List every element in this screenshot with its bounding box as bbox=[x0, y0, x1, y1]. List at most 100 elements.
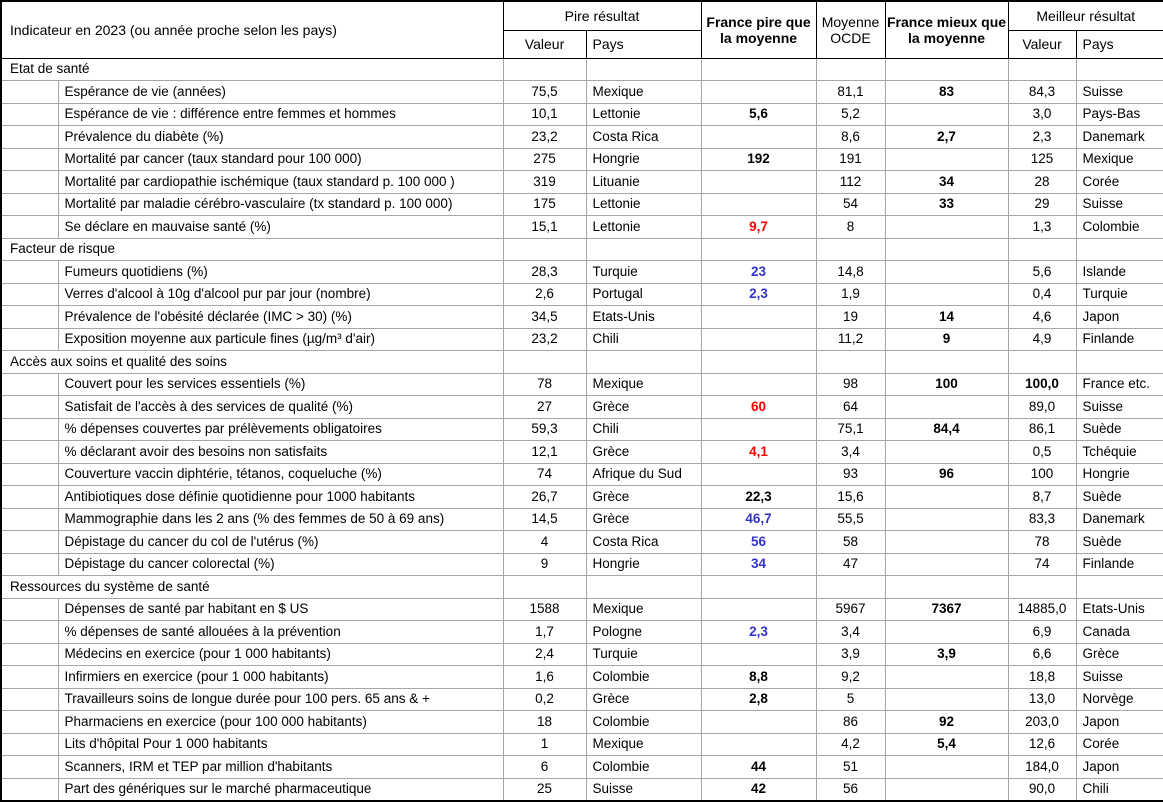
worst-value-cell: 59,3 bbox=[502, 417, 587, 441]
best-country-cell: Suède bbox=[1075, 417, 1163, 441]
france-worse-cell: 42 bbox=[700, 777, 817, 802]
worst-country-cell bbox=[585, 350, 702, 374]
worst-value-cell: 0,2 bbox=[502, 687, 587, 711]
france-worse-cell: 60 bbox=[700, 395, 817, 419]
worst-value-cell: 319 bbox=[502, 170, 587, 194]
indent-cell bbox=[0, 395, 59, 419]
table-row: Lits d'hôpital Pour 1 000 habitants 1 Mexi… bbox=[0, 732, 1163, 756]
oecd-average-cell bbox=[815, 57, 886, 81]
best-value-cell: 100 bbox=[1007, 462, 1077, 486]
worst-country-cell: Pologne bbox=[585, 620, 702, 644]
table-row: Dépistage du cancer du col de l'utérus (… bbox=[0, 530, 1163, 554]
worst-country-cell: Mexique bbox=[585, 732, 702, 756]
section-row: Facteur de risque bbox=[0, 237, 1163, 261]
oecd-average-cell bbox=[815, 237, 886, 261]
best-value-cell bbox=[1007, 575, 1077, 599]
best-value-cell: 4,6 bbox=[1007, 305, 1077, 329]
france-better-cell bbox=[884, 395, 1009, 419]
indicator-label: Prévalence de l'obésité déclarée (IMC > … bbox=[57, 305, 504, 329]
table-row: Couverture vaccin diphtérie, tétanos, co… bbox=[0, 462, 1163, 486]
indent-cell bbox=[0, 507, 59, 531]
oecd-average-cell: 1,9 bbox=[815, 282, 886, 306]
france-worse-cell bbox=[700, 192, 817, 216]
table-row: Médecins en exercice (pour 1 000 habitan… bbox=[0, 642, 1163, 666]
best-value-cell: 5,6 bbox=[1007, 260, 1077, 284]
france-better-cell bbox=[884, 215, 1009, 239]
france-worse-cell: 192 bbox=[700, 147, 817, 171]
france-worse-cell bbox=[700, 732, 817, 756]
header-best-result: Meilleur résultat bbox=[1007, 0, 1163, 31]
best-country-cell bbox=[1075, 57, 1163, 81]
header-worst-country: Pays bbox=[585, 29, 702, 59]
france-better-cell bbox=[884, 530, 1009, 554]
best-country-cell: France etc. bbox=[1075, 372, 1163, 396]
france-worse-cell: 9,7 bbox=[700, 215, 817, 239]
france-worse-cell bbox=[700, 57, 817, 81]
best-value-cell bbox=[1007, 57, 1077, 81]
best-value-cell bbox=[1007, 237, 1077, 261]
best-country-cell: Japon bbox=[1075, 755, 1163, 779]
oecd-average-cell: 15,6 bbox=[815, 485, 886, 509]
worst-country-cell: Portugal bbox=[585, 282, 702, 306]
worst-value-cell: 1588 bbox=[502, 597, 587, 621]
france-worse-cell: 2,8 bbox=[700, 687, 817, 711]
worst-value-cell: 23,2 bbox=[502, 125, 587, 149]
section-title: Ressources du système de santé bbox=[0, 575, 504, 599]
oecd-average-cell: 14,8 bbox=[815, 260, 886, 284]
france-worse-cell: 2,3 bbox=[700, 282, 817, 306]
indent-cell bbox=[0, 192, 59, 216]
france-worse-cell bbox=[700, 305, 817, 329]
france-better-cell bbox=[884, 755, 1009, 779]
best-country-cell: Turquie bbox=[1075, 282, 1163, 306]
oecd-average-cell: 3,4 bbox=[815, 620, 886, 644]
france-worse-cell bbox=[700, 350, 817, 374]
table-header: Indicateur en 2023 (ou année proche selo… bbox=[0, 0, 1163, 59]
oecd-average-cell: 191 bbox=[815, 147, 886, 171]
indent-cell bbox=[0, 282, 59, 306]
indent-cell bbox=[0, 530, 59, 554]
best-country-cell: Suède bbox=[1075, 485, 1163, 509]
worst-country-cell: Colombie bbox=[585, 710, 702, 734]
indent-cell bbox=[0, 642, 59, 666]
france-better-cell: 5,4 bbox=[884, 732, 1009, 756]
best-country-cell: Canada bbox=[1075, 620, 1163, 644]
oecd-average-cell: 4,2 bbox=[815, 732, 886, 756]
best-country-cell: Finlande bbox=[1075, 552, 1163, 576]
worst-value-cell: 27 bbox=[502, 395, 587, 419]
oecd-average-cell: 3,9 bbox=[815, 642, 886, 666]
worst-value-cell: 175 bbox=[502, 192, 587, 216]
oecd-average-cell bbox=[815, 350, 886, 374]
worst-country-cell: Turquie bbox=[585, 260, 702, 284]
worst-value-cell: 18 bbox=[502, 710, 587, 734]
indent-cell bbox=[0, 552, 59, 576]
indent-cell bbox=[0, 620, 59, 644]
best-country-cell: Tchéquie bbox=[1075, 440, 1163, 464]
header-worst-value: Valeur bbox=[502, 29, 587, 59]
best-value-cell: 0,5 bbox=[1007, 440, 1077, 464]
worst-value-cell: 1 bbox=[502, 732, 587, 756]
worst-country-cell: Grèce bbox=[585, 440, 702, 464]
best-country-cell: Suisse bbox=[1075, 192, 1163, 216]
indent-cell bbox=[0, 597, 59, 621]
france-better-cell bbox=[884, 147, 1009, 171]
france-worse-cell bbox=[700, 170, 817, 194]
france-better-cell: 92 bbox=[884, 710, 1009, 734]
indicator-label: Espérance de vie : différence entre femm… bbox=[57, 102, 504, 126]
header-france-worse: France pire que la moyenne bbox=[700, 0, 817, 59]
indent-cell bbox=[0, 755, 59, 779]
oecd-average-cell: 5 bbox=[815, 687, 886, 711]
indicator-label: Dépistage du cancer du col de l'utérus (… bbox=[57, 530, 504, 554]
france-better-cell bbox=[884, 620, 1009, 644]
oecd-average-cell: 56 bbox=[815, 777, 886, 802]
table-row: Prévalence de l'obésité déclarée (IMC > … bbox=[0, 305, 1163, 329]
france-worse-cell bbox=[700, 125, 817, 149]
france-worse-cell bbox=[700, 237, 817, 261]
france-worse-cell bbox=[700, 327, 817, 351]
best-value-cell: 4,9 bbox=[1007, 327, 1077, 351]
worst-value-cell: 78 bbox=[502, 372, 587, 396]
indent-cell bbox=[0, 327, 59, 351]
best-value-cell: 84,3 bbox=[1007, 80, 1077, 104]
worst-country-cell: Colombie bbox=[585, 665, 702, 689]
france-better-cell: 96 bbox=[884, 462, 1009, 486]
best-country-cell: Grèce bbox=[1075, 642, 1163, 666]
